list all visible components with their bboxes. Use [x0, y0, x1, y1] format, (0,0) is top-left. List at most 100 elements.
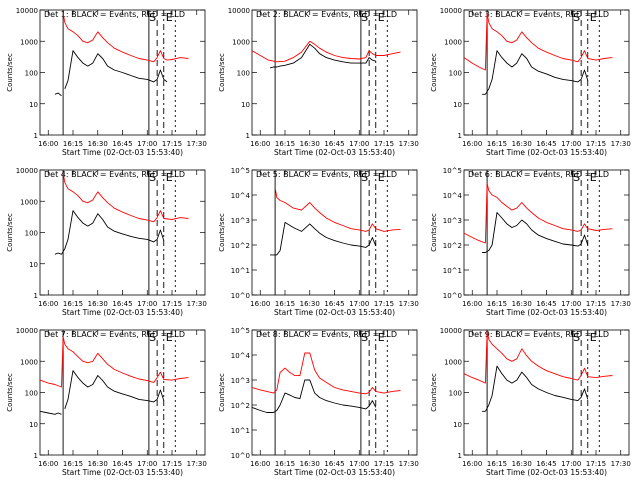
y-tick-label: 1	[34, 132, 38, 140]
y-tick-label: 100	[25, 70, 38, 78]
series-line-lld	[274, 187, 401, 232]
x-tick-label: 17:15	[374, 460, 394, 468]
x-axis-label: Start Time (02-Oct-03 15:53:40)	[62, 308, 183, 317]
series-line-events	[482, 50, 589, 95]
x-tick-label: 17:15	[162, 300, 182, 308]
y-tick-label: 10^2	[231, 242, 250, 250]
x-tick-label: 17:00	[561, 140, 581, 148]
y-tick-label: 10000	[16, 7, 38, 15]
series-line-events	[270, 221, 377, 256]
y-tick-label: 10^5	[443, 167, 462, 175]
plot-frame	[39, 169, 206, 296]
marker-label-s: S	[573, 11, 580, 24]
y-tick-label: 1000	[444, 358, 462, 366]
y-tick-label: 10000	[16, 167, 38, 175]
marker-label-s: S	[573, 171, 580, 184]
chart-title: Det 4: BLACK = Events, RED = LLD	[44, 170, 185, 179]
chart-panel-9: Det 9: BLACK = Events, RED = LLD 1 10 100 10…	[430, 327, 631, 477]
x-tick-label: 16:00	[38, 460, 58, 468]
y-tick-label: 10^4	[443, 192, 463, 200]
y-axis-label: Counts/sec	[430, 53, 438, 92]
x-tick-label: 16:30	[300, 460, 320, 468]
x-axis-label: Start Time (02-Oct-03 15:53:40)	[486, 468, 607, 477]
y-tick-label: 10^5	[231, 327, 250, 335]
chart-panel-4: Det 4: BLACK = Events, RED = LLD 1 10 100 10…	[6, 167, 207, 317]
x-tick-label: 16:30	[300, 300, 320, 308]
y-tick-label: 1	[246, 132, 250, 140]
x-tick-label: 16:45	[536, 300, 556, 308]
x-tick-label: 16:15	[487, 460, 507, 468]
x-tick-label: 16:15	[275, 300, 295, 308]
y-axis-label: Counts/sec	[6, 373, 14, 412]
y-tick-label: 10^0	[443, 292, 462, 300]
y-tick-label: 10^4	[231, 192, 251, 200]
chart-panel-2: Det 2: BLACK = Events, RED = LLD 1 10 100 10…	[218, 7, 419, 157]
marker-label-s: S	[149, 11, 156, 24]
y-tick-label: 100	[25, 230, 38, 238]
series-line-events	[269, 43, 376, 69]
y-tick-label: 1000	[20, 358, 38, 366]
marker-label-s: S	[149, 331, 156, 344]
x-axis-label: Start Time (02-Oct-03 15:53:40)	[62, 148, 183, 157]
y-tick-label: 10	[241, 101, 250, 109]
series-line-events	[482, 212, 589, 253]
y-tick-label: 10^3	[231, 217, 250, 225]
x-tick-label: 16:30	[300, 140, 320, 148]
x-tick-label: 17:00	[137, 460, 157, 468]
x-tick-label: 16:30	[512, 300, 532, 308]
y-axis-label: Counts/sec	[218, 53, 226, 92]
x-tick-label: 16:45	[112, 460, 132, 468]
plot-frame	[251, 9, 418, 136]
x-axis-label: Start Time (02-Oct-03 15:53:40)	[62, 468, 183, 477]
x-tick-label: 16:15	[275, 460, 295, 468]
chart-title: Det 2: BLACK = Events, RED = LLD	[256, 10, 397, 19]
chart-title: Det 7: BLACK = Events, RED = LLD	[44, 330, 185, 339]
chart-panel-6: Det 6: BLACK = Events, RED = LLD 10^0 10^1…	[430, 167, 631, 317]
y-tick-label: 10000	[228, 7, 250, 15]
y-tick-label: 1	[34, 292, 38, 300]
y-tick-label: 1000	[20, 198, 38, 206]
y-tick-label: 1	[458, 132, 462, 140]
series-line-lld	[463, 182, 613, 244]
x-tick-label: 17:00	[349, 300, 369, 308]
x-tick-label: 17:30	[399, 460, 419, 468]
x-tick-label: 17:30	[611, 140, 631, 148]
y-tick-label: 100	[449, 390, 462, 398]
y-tick-label: 10^5	[231, 167, 250, 175]
marker-label-e: E	[590, 11, 597, 24]
x-tick-label: 16:00	[38, 300, 58, 308]
plot-frame	[463, 9, 630, 136]
x-tick-label: 16:45	[536, 460, 556, 468]
x-tick-label: 17:00	[561, 300, 581, 308]
plot-frame	[251, 329, 418, 456]
series-line-events	[482, 365, 589, 412]
y-tick-label: 10^1	[443, 267, 462, 275]
y-tick-label: 10^4	[231, 352, 251, 360]
x-tick-label: 17:15	[374, 300, 394, 308]
x-tick-label: 16:45	[112, 300, 132, 308]
series-line-events	[251, 379, 377, 413]
series-line-events	[54, 50, 168, 97]
y-tick-label: 10^2	[443, 242, 462, 250]
y-tick-label: 10	[453, 421, 462, 429]
marker-label-s: S	[149, 171, 156, 184]
x-axis-label: Start Time (02-Oct-03 15:53:40)	[486, 148, 607, 157]
y-tick-label: 10^3	[231, 377, 250, 385]
y-tick-label: 10^0	[231, 452, 250, 460]
x-tick-label: 16:45	[324, 460, 344, 468]
chart-panel-5: Det 5: BLACK = Events, RED = LLD 10^0 10^1…	[218, 167, 419, 317]
x-tick-label: 17:30	[611, 300, 631, 308]
y-tick-label: 10	[29, 421, 38, 429]
x-tick-label: 16:30	[88, 460, 108, 468]
x-tick-label: 17:30	[611, 460, 631, 468]
y-tick-label: 10	[29, 101, 38, 109]
chart-panel-3: Det 3: BLACK = Events, RED = LLD 1 10 100 10…	[430, 7, 631, 157]
y-tick-label: 10000	[440, 327, 462, 335]
y-tick-label: 100	[449, 70, 462, 78]
marker-label-e: E	[166, 171, 173, 184]
x-tick-label: 16:00	[250, 300, 270, 308]
x-tick-label: 16:00	[462, 460, 482, 468]
series-line-lld	[62, 172, 189, 223]
x-tick-label: 17:30	[187, 140, 207, 148]
chart-title: Det 3: BLACK = Events, RED = LLD	[468, 10, 609, 19]
